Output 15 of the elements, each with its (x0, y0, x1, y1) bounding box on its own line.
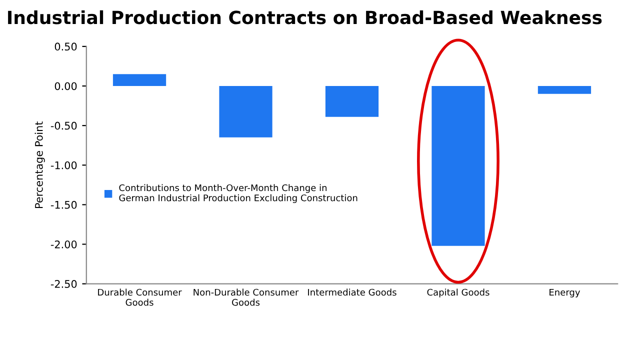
x-tick-label: Energy (550, 288, 580, 298)
y-tick-label: -1.00 (50, 161, 77, 170)
y-tick-label: 0.50 (54, 42, 77, 51)
chart-title: Industrial Production Contracts on Broad-Based Weakness (8, 10, 602, 24)
y-tick-label: 0.00 (54, 82, 77, 90)
y-tick-label: -1.50 (50, 200, 77, 209)
y-tick-label: -2.00 (50, 240, 77, 248)
y-tick-label: -0.50 (50, 122, 77, 130)
y-tick-label: -2.50 (50, 280, 77, 288)
legend-label: Contributions to Month-Over-Month Change in German Industrial Production Excluding Construction (119, 184, 358, 204)
y-axis-title: Percentage Point (34, 121, 45, 208)
x-tick-label: Non-Durable Consumer Goods (194, 288, 299, 306)
x-tick-label: Intermediate Goods (308, 288, 396, 296)
x-tick-label: Durable Consumer Goods (98, 288, 182, 306)
x-tick-label: Capital Goods (427, 288, 490, 298)
